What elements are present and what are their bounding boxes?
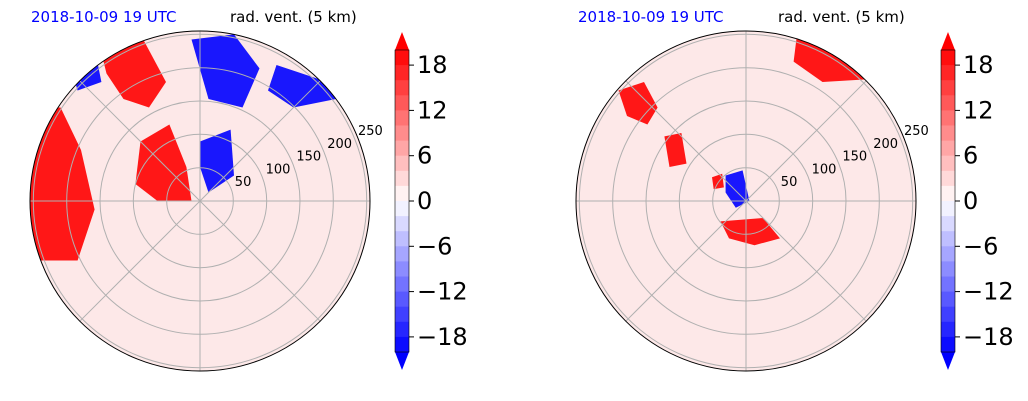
colorbar-level <box>941 125 955 141</box>
colorbar-level <box>941 246 955 262</box>
colorbar-tick-label: 6 <box>963 142 978 170</box>
azimuth-spoke <box>745 200 867 322</box>
colorbar-level <box>395 185 409 202</box>
colorbar-level <box>941 65 955 81</box>
colorbar-level <box>395 155 409 172</box>
colorbar-level <box>395 201 409 217</box>
time-label: 2018-10-09 19 UTC <box>578 8 724 26</box>
colorbar-tick-label: −12 <box>963 278 1014 306</box>
colorbar-extend-min <box>941 352 955 370</box>
colorbar-tick-label: 0 <box>417 187 432 215</box>
colorbar-level <box>395 276 409 292</box>
colorbar-level <box>941 50 955 66</box>
azimuth-spoke <box>79 80 201 202</box>
range-tick-label: 200 <box>873 137 898 152</box>
colorbar: 18 12 6 0 −6 −12 −18 <box>394 32 468 370</box>
polar-plot-left: 50 100 150 200 250 18 12 6 0 −6 −12 −18 2018-10-09 … <box>29 8 468 372</box>
colorbar-tick-label: 18 <box>963 51 994 79</box>
colorbar-level <box>395 336 409 353</box>
colorbar-level <box>395 216 409 232</box>
colorbar-level <box>395 306 409 323</box>
colorbar-level <box>395 170 409 187</box>
colorbar-level <box>941 231 955 247</box>
colorbar-level <box>395 95 409 111</box>
polar-plot-right: 50 100 150 200 250 18 12 6 0 −6 −12 −18 2018-10-09 … <box>546 0 1028 401</box>
colorbar-level <box>395 231 409 247</box>
outbound-velocity-region <box>712 173 724 190</box>
azimuth-spoke <box>625 80 747 202</box>
colorbar-level <box>395 125 409 141</box>
variable-label: rad. vent. (5 km) <box>230 8 357 26</box>
outbound-velocity-region <box>135 124 192 201</box>
colorbar-level <box>395 291 409 308</box>
range-tick-label: 50 <box>781 175 798 190</box>
range-tick-label: 100 <box>266 163 291 178</box>
colorbar-level <box>395 65 409 81</box>
inbound-velocity-region <box>200 129 234 193</box>
colorbar-tick-label: −18 <box>963 323 1014 351</box>
range-tick-label: 100 <box>812 163 837 178</box>
outbound-velocity-region <box>664 133 687 167</box>
colorbar-tick-label: 18 <box>417 51 448 79</box>
azimuth-spoke <box>745 80 867 202</box>
colorbar-level <box>941 306 955 323</box>
colorbar-level <box>395 50 409 66</box>
colorbar-level <box>941 110 955 126</box>
range-tick-label: 250 <box>358 124 383 139</box>
plot-boundary <box>29 30 371 372</box>
colorbar-tick-label: 12 <box>963 96 994 124</box>
time-label: 2018-10-09 19 UTC <box>31 8 177 26</box>
polar-plot-canvas: 50 100 150 200 250 18 12 6 0 −6 −12 −18 <box>29 30 468 372</box>
colorbar-level <box>941 216 955 232</box>
colorbar: 18 12 6 0 −6 −12 −18 <box>940 32 1014 370</box>
colorbar-extend-max <box>941 32 955 50</box>
outbound-velocity-region <box>618 82 658 125</box>
colorbar-level <box>395 246 409 262</box>
colorbar-extend-max <box>395 32 409 50</box>
range-tick-label: 150 <box>296 150 321 165</box>
polar-plot-canvas: 50 100 150 200 250 18 12 6 0 −6 −12 −18 <box>575 30 1014 372</box>
colorbar-level <box>395 80 409 96</box>
colorbar-level <box>395 140 409 157</box>
azimuth-spoke <box>199 80 321 202</box>
colorbar-level <box>941 95 955 111</box>
colorbar-level <box>941 321 955 338</box>
variable-label: rad. vent. (5 km) <box>778 8 905 26</box>
colorbar-tick-label: −6 <box>963 232 998 260</box>
inbound-velocity-region <box>268 65 336 108</box>
colorbar-level <box>941 261 955 277</box>
colorbar-level <box>395 110 409 126</box>
plot-boundary <box>575 30 917 372</box>
colorbar-tick-label: −6 <box>417 232 452 260</box>
colorbar-level <box>941 80 955 96</box>
outbound-velocity-region <box>720 218 780 246</box>
colorbar-tick-label: −12 <box>417 278 468 306</box>
colorbar-level <box>941 336 955 353</box>
colorbar-level <box>395 261 409 277</box>
range-tick-label: 50 <box>235 175 252 190</box>
range-tick-label: 250 <box>904 124 929 139</box>
colorbar-tick-label: 6 <box>417 142 432 170</box>
colorbar-level <box>941 201 955 217</box>
colorbar-tick-label: 12 <box>417 96 448 124</box>
inbound-velocity-region <box>191 34 260 108</box>
colorbar-level <box>941 185 955 202</box>
azimuth-spoke <box>199 200 321 322</box>
range-tick-label: 200 <box>327 137 352 152</box>
colorbar-level <box>941 155 955 172</box>
colorbar-extend-min <box>395 352 409 370</box>
range-tick-label: 150 <box>842 150 867 165</box>
azimuth-spoke <box>625 200 747 322</box>
colorbar-level <box>941 140 955 157</box>
colorbar-level <box>941 276 955 292</box>
colorbar-level <box>941 170 955 187</box>
colorbar-level <box>395 321 409 338</box>
outbound-velocity-region <box>55 320 81 346</box>
colorbar-tick-label: 0 <box>963 187 978 215</box>
colorbar-tick-label: −18 <box>417 323 468 351</box>
colorbar-level <box>941 291 955 308</box>
azimuth-spoke <box>79 200 201 322</box>
